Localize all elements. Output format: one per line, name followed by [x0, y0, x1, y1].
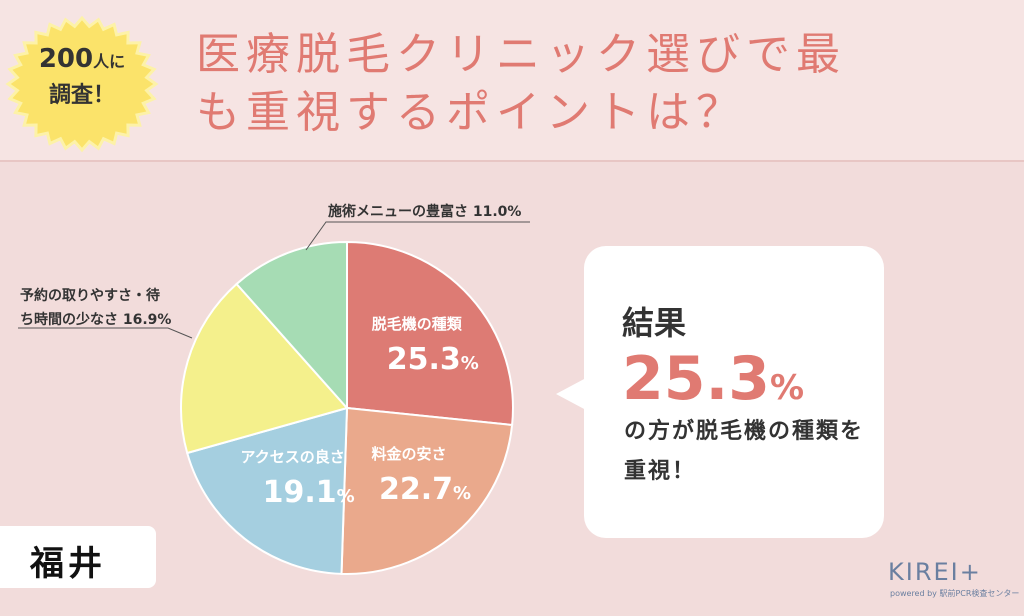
leader-line	[305, 221, 530, 251]
result-text: の方が脱毛機の種類を重視！	[624, 419, 865, 484]
page-title: 医療脱毛クリニック選びで最 も重視するポイントは？	[196, 26, 996, 142]
pie-slice	[180, 282, 349, 455]
result-bubble	[584, 246, 884, 538]
slice-value: 25.3%	[387, 342, 479, 377]
slice-label: 脱毛機の種類	[372, 315, 463, 333]
slice-label: アクセスの良さ	[241, 448, 345, 466]
result-value-number: 25.3	[622, 344, 771, 414]
pie-slice	[235, 240, 348, 411]
region-name: 福井	[30, 544, 106, 584]
title-line1: 医療脱毛クリニック選びで最	[196, 29, 846, 80]
result-bubble-tail	[556, 378, 586, 410]
result-value: 25.3%	[622, 344, 804, 414]
badge-line2: 調査！	[48, 83, 115, 108]
result-value-percent: %	[770, 368, 805, 408]
survey-badge: 200人に 調査！	[4, 42, 160, 113]
logo-wordmark: KIREI+	[888, 558, 982, 586]
header: 200人に 調査！ 医療脱毛クリニック選びで最 も重視するポイントは？	[0, 0, 1024, 162]
region-label: 福井	[0, 526, 156, 588]
badge-burst-icon	[5, 15, 159, 153]
pie-slice	[346, 240, 514, 427]
pie-slice	[340, 406, 514, 575]
logo-tagline: powered by 駅前PCR検査センター	[890, 589, 1020, 598]
pie-chart: 脱毛機の種類 25.3% 料金の安さ 22.7% アクセスの良さ 19.1% 予約の取りやす…	[18, 203, 530, 575]
slice-value: 19.1%	[263, 475, 355, 510]
external-label: 予約の取りやすさ・待	[20, 287, 160, 304]
brand-logo: KIREI+ powered by 駅前PCR検査センター	[884, 558, 1019, 606]
slice-label: 料金の安さ	[372, 445, 447, 463]
external-label: 施術メニューの豊富さ 11.0%	[328, 203, 521, 220]
result-label: 結果	[622, 304, 687, 342]
title-line2: も重視するポイントは？	[196, 87, 746, 138]
pie-slice	[185, 406, 349, 575]
badge-suffix: 人に	[93, 52, 126, 71]
external-label: ち時間の少なさ 16.9%	[20, 311, 171, 328]
badge-number: 200	[38, 44, 94, 74]
leader-line	[18, 327, 193, 339]
slice-value: 22.7%	[379, 472, 471, 507]
